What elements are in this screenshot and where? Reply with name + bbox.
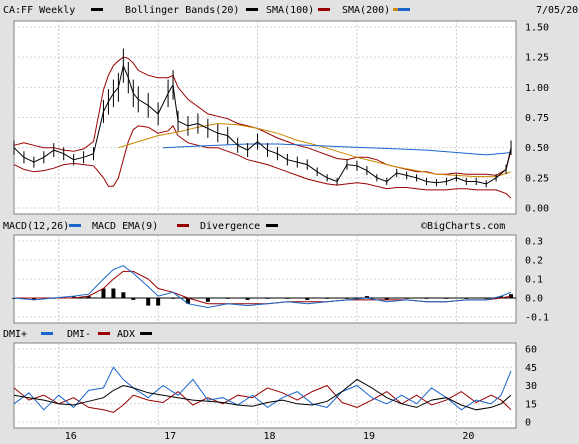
y-tick-label: 60 — [525, 345, 537, 356]
legend-macd-ema-label: MACD EMA(9) — [92, 221, 158, 232]
divergence-bar — [325, 298, 330, 299]
divergence-bar — [509, 294, 514, 298]
legend-sma200-label: SMA(200) — [342, 5, 390, 16]
divergence-bar — [171, 298, 176, 299]
y-tick-label: 0.25 — [525, 173, 549, 184]
y-tick-label: 0.2 — [525, 256, 543, 267]
divergence-bar — [345, 298, 350, 299]
legend-divergence-label: Divergence — [200, 221, 260, 232]
divergence-bar — [31, 298, 36, 300]
price-header: CA:FF Weekly Bollinger Bands(20) SMA(100… — [3, 5, 578, 16]
dmi-header: DMI+ DMI- ADX — [3, 329, 152, 340]
divergence-bar — [364, 296, 369, 298]
divergence-bar — [305, 298, 310, 300]
divergence-bar — [285, 298, 290, 299]
watermark: ©BigCharts.com — [421, 221, 505, 232]
macd-line — [13, 265, 512, 309]
y-tick-label: 0.75 — [525, 113, 549, 124]
divergence-bar — [464, 298, 469, 299]
y-tick-label: 0.0 — [525, 294, 543, 305]
divergence-bar — [499, 296, 504, 298]
legend-bollinger-label: Bollinger Bands(20) — [125, 5, 239, 16]
divergence-bar — [404, 298, 409, 299]
divergence-bar — [205, 298, 210, 302]
legend-sma100-swatch — [318, 8, 330, 11]
y-tick-label: 30 — [525, 381, 537, 392]
x-tick-label: 20 — [462, 431, 474, 442]
dmi-minus-line — [13, 384, 512, 413]
y-tick-label: -0.1 — [525, 313, 549, 324]
symbol-label: CA:FF Weekly — [3, 5, 75, 16]
legend-dmi-plus-swatch — [41, 332, 53, 335]
y-tick-label: 0 — [525, 418, 531, 429]
divergence-bar — [384, 298, 389, 300]
divergence-bar — [444, 298, 449, 299]
dmi-panel-bg — [13, 342, 517, 429]
divergence-bar — [265, 298, 270, 299]
y-tick-label: 1.50 — [525, 23, 549, 34]
price-line — [13, 63, 512, 185]
y-tick-label: 0.1 — [525, 275, 543, 286]
bollinger-lower-line — [13, 125, 512, 199]
chart-date: 7/05/20 — [536, 5, 578, 16]
legend-macd-label: MACD(12,26) — [3, 221, 69, 232]
x-tick-label: 19 — [363, 431, 375, 442]
divergence-bar — [156, 298, 161, 306]
adx-line — [13, 378, 512, 411]
legend-macd-swatch — [69, 224, 81, 227]
divergence-bar — [131, 298, 136, 300]
y-tick-label: 0.00 — [525, 204, 549, 215]
symbol-swatch — [91, 8, 103, 11]
legend-macd-ema-swatch — [177, 224, 189, 227]
x-tick-label: 16 — [65, 431, 77, 442]
legend-dmi-minus-label: DMI- — [67, 329, 91, 340]
axis-labels: 16 17 18 19 201.501.251.000.750.500.250.000.… — [65, 23, 549, 443]
legend-dmi-plus-label: DMI+ — [3, 329, 27, 340]
legend-extra-swatch — [398, 8, 410, 11]
legend-bollinger-swatch — [246, 8, 258, 11]
divergence-bar — [484, 298, 489, 299]
dmi-plus-line — [13, 366, 512, 411]
y-tick-label: 1.25 — [525, 53, 549, 64]
legend-dmi-minus-swatch — [98, 332, 110, 335]
price-panel-bg — [13, 20, 517, 215]
y-tick-label: 45 — [525, 363, 537, 374]
legend-adx-swatch — [140, 332, 152, 335]
divergence-bar — [86, 296, 91, 298]
macd-header: MACD(12,26) MACD EMA(9) Divergence ©BigC… — [3, 221, 505, 232]
legend-divergence-swatch — [266, 224, 278, 227]
divergence-bar — [146, 298, 151, 306]
legend-adx-label: ADX — [117, 329, 135, 340]
divergence-bar — [121, 292, 126, 298]
y-tick-label: 0.50 — [525, 143, 549, 154]
divergence-bar — [111, 288, 116, 298]
divergence-bar — [71, 296, 76, 298]
divergence-bar — [245, 298, 250, 300]
divergence-bar — [424, 298, 429, 299]
divergence-bar — [185, 298, 190, 304]
x-tick-label: 17 — [164, 431, 176, 442]
macd-panel-bg — [13, 234, 517, 324]
y-tick-label: 1.00 — [525, 83, 549, 94]
x-tick-label: 18 — [264, 431, 276, 442]
divergence-bar — [225, 298, 230, 299]
y-tick-label: 0.3 — [525, 237, 543, 248]
series-layer — [12, 48, 516, 413]
y-tick-label: 15 — [525, 399, 537, 410]
sma200-line — [163, 143, 512, 156]
legend-sma100-label: SMA(100) — [266, 5, 314, 16]
divergence-bar — [101, 288, 106, 298]
